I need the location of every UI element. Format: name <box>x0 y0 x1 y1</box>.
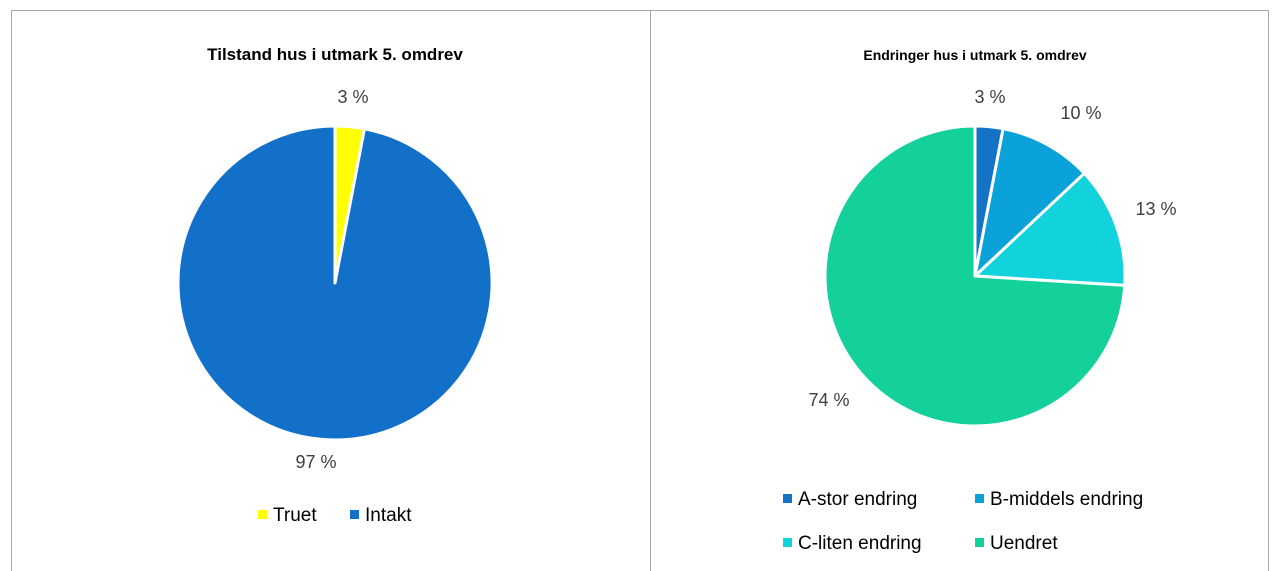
chart1-pie <box>176 124 494 442</box>
chart2-legend: A-stor endring B-middels endring C-liten e… <box>783 489 1143 554</box>
chart2-data-label-c-liten-endring: 13 % <box>1135 199 1176 219</box>
chart1-data-label-truet: 3 % <box>337 87 368 107</box>
chart2-legend-swatch-a-stor-endring <box>783 494 792 503</box>
chart1-legend-swatch-truet <box>258 510 267 519</box>
chart2-legend-label-uendret: Uendret <box>990 533 1058 554</box>
chart2-legend-swatch-uendret <box>975 538 984 547</box>
panel-divider <box>650 10 651 571</box>
chart2-data-label-uendret: 74 % <box>808 390 849 410</box>
chart2-slice-uendret <box>823 124 1127 428</box>
chart2-legend-label-c-liten-endring: C-liten endring <box>798 533 922 554</box>
chart2-legend-swatch-c-liten-endring <box>783 538 792 547</box>
chart-frame <box>11 10 1269 571</box>
chart1-legend-swatch-intakt <box>350 510 359 519</box>
chart2-pie <box>823 124 1127 428</box>
chart2-legend-label-b-middels-endring: B-middels endring <box>990 489 1143 510</box>
chart1-legend: Truet Intakt <box>258 505 412 526</box>
chart1-title: Tilstand hus i utmark 5. omdrev <box>207 45 463 64</box>
chart2-slice-c-liten-endring <box>973 171 1127 287</box>
chart2-slice-b-middels-endring <box>973 127 1086 278</box>
chart1-data-label-intakt: 97 % <box>295 452 336 472</box>
chart2-data-label-a-stor-endring: 3 % <box>974 87 1005 107</box>
chart2-legend-swatch-b-middels-endring <box>975 494 984 503</box>
chart1-slice-intakt <box>176 124 494 442</box>
chart2-data-label-b-middels-endring: 10 % <box>1060 103 1101 123</box>
chart1-legend-label-truet: Truet <box>273 505 317 526</box>
chart1-legend-label-intakt: Intakt <box>365 505 412 526</box>
chart2-title: Endringer hus i utmark 5. omdrev <box>863 47 1086 63</box>
chart2-legend-label-a-stor-endring: A-stor endring <box>798 489 917 510</box>
